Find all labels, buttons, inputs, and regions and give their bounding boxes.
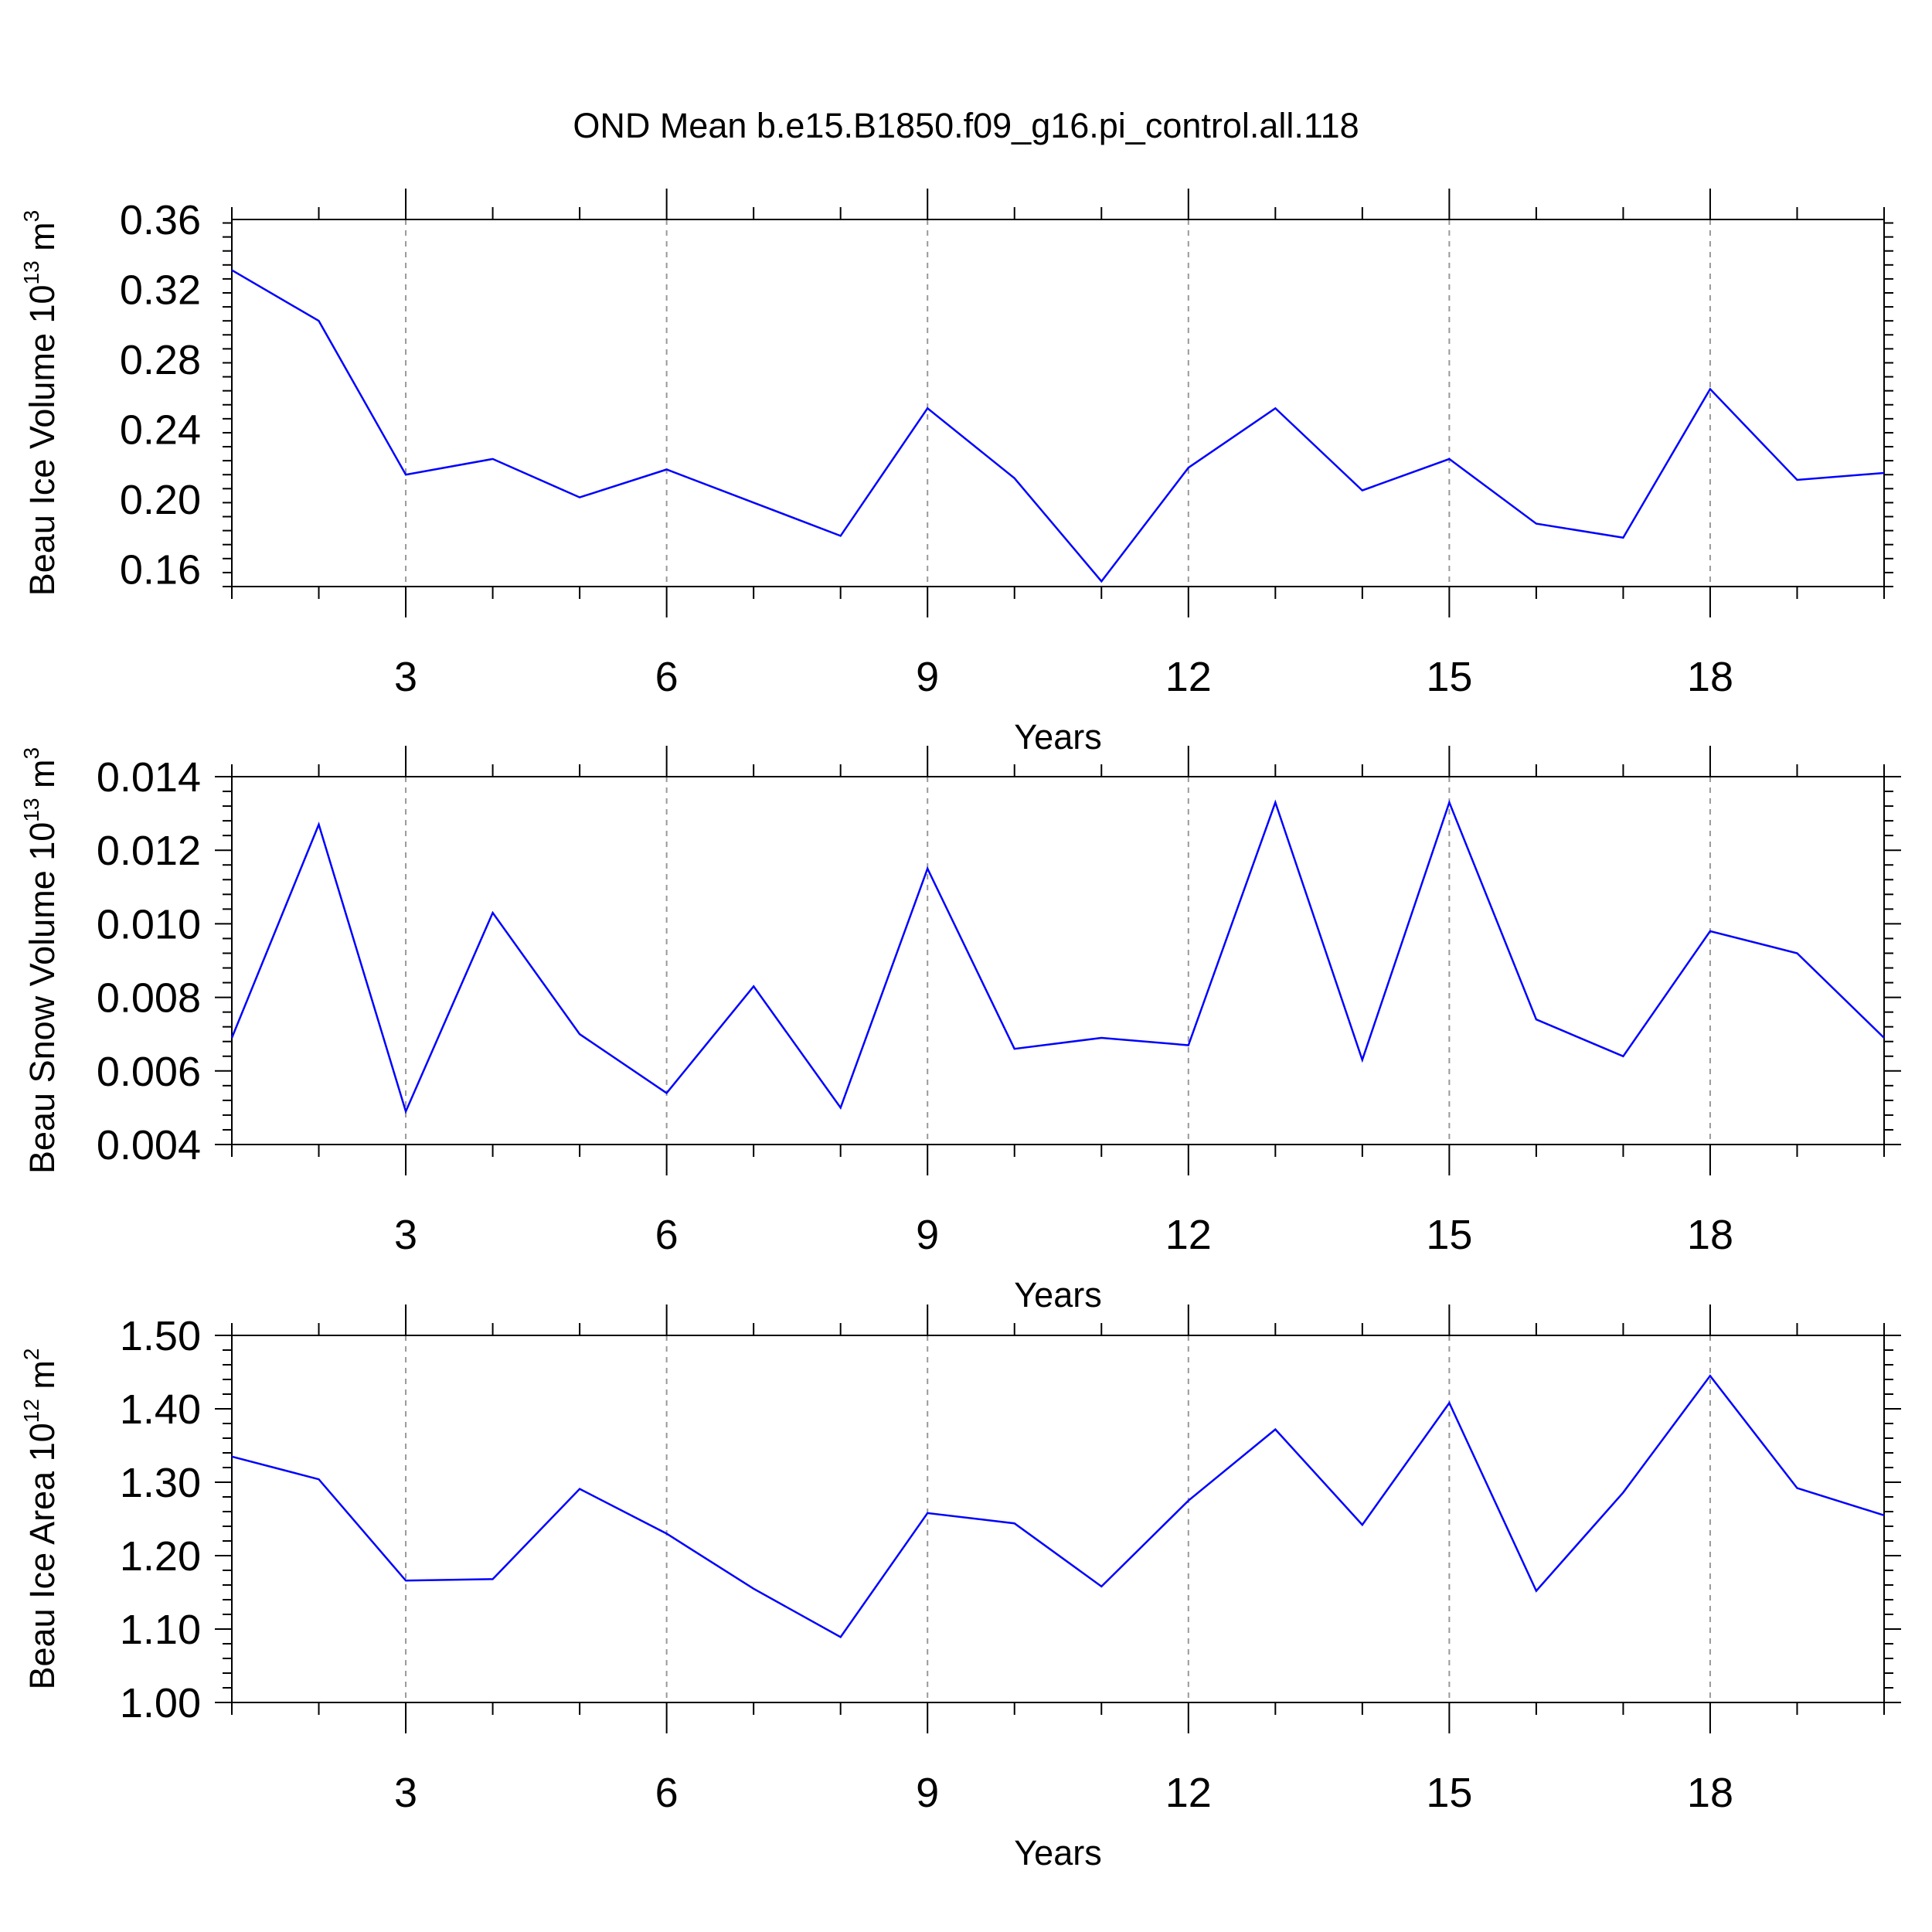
y-tick-label: 0.012: [97, 828, 201, 874]
y-tick-label: 0.004: [97, 1122, 201, 1168]
series-line: [230, 799, 1885, 1114]
y-tick-label: 0.006: [97, 1049, 201, 1095]
x-tick-label: 12: [1165, 654, 1212, 700]
y-tick-label: 0.20: [120, 477, 201, 523]
x-tick-label: 3: [394, 1770, 417, 1816]
y-tick-label: 0.24: [120, 406, 201, 453]
y-tick-label: 1.10: [120, 1607, 201, 1653]
x-tick-label: 3: [394, 654, 417, 700]
y-tick-label: 0.014: [97, 754, 201, 801]
x-tick-label: 6: [655, 1770, 679, 1816]
x-tick-label: 6: [655, 1212, 679, 1258]
x-axis-label: Years: [1014, 1833, 1101, 1872]
y-tick-label: 0.16: [120, 546, 201, 593]
y-tick-label: 1.20: [120, 1533, 201, 1580]
x-tick-label: 9: [916, 1212, 939, 1258]
x-tick-label: 15: [1426, 1770, 1472, 1816]
plot-frame: [231, 219, 1885, 587]
y-axis-label: Beau Snow Volume 1013 m3: [19, 747, 62, 1174]
plot-frame: [231, 1335, 1885, 1703]
panel-1: 3 6 9 12 15 18 Years 0.16 0.20 0.24 0.28 0.32 0.36 Be…: [19, 189, 1893, 757]
x-tick-label: 9: [916, 1770, 939, 1816]
x-tick-label: 12: [1165, 1212, 1212, 1258]
y-tick-label: 0.010: [97, 901, 201, 947]
y-tick-label: 0.32: [120, 267, 201, 313]
x-tick-label: 18: [1687, 1770, 1733, 1816]
y-tick-label: 0.28: [120, 337, 201, 383]
x-tick-label: 6: [655, 654, 679, 700]
x-tick-label: 18: [1687, 654, 1733, 700]
panel-2: 3 6 9 12 15 18 Years 0.004 0.006 0.008 0.010 0.012 0…: [19, 746, 1901, 1315]
x-axis-label: Years: [1014, 1275, 1101, 1315]
plot-frame: [231, 776, 1885, 1145]
y-tick-label: 1.40: [120, 1386, 201, 1433]
x-tick-label: 9: [916, 654, 939, 700]
x-tick-label: 15: [1426, 654, 1472, 700]
series-line: [231, 1374, 1885, 1639]
y-axis-label: Beau Ice Area 1012 m2: [19, 1349, 62, 1690]
y-tick-label: 1.00: [120, 1680, 201, 1726]
y-tick-label: 1.50: [120, 1313, 201, 1359]
x-tick-label: 15: [1426, 1212, 1472, 1258]
x-tick-label: 12: [1165, 1770, 1212, 1816]
panel-3: 3 6 9 12 15 18 Years 1.00 1.10 1.20 1.30 1.40 1.50 Be…: [19, 1304, 1901, 1872]
y-tick-label: 0.36: [120, 197, 201, 243]
y-axis-label: Beau Ice Volume 1013 m3: [19, 210, 62, 597]
x-tick-label: 18: [1687, 1212, 1733, 1258]
y-tick-label: 0.008: [97, 975, 201, 1022]
x-axis-label: Years: [1014, 717, 1101, 757]
series-line: [231, 269, 1885, 583]
chart-title: OND Mean b.e15.B1850.f09_g16.pi_control.…: [573, 106, 1359, 145]
chart-panels: 3 6 9 12 15 18 Years 0.16 0.20 0.24 0.28 0.32 0.36 Be…: [19, 189, 1901, 1872]
y-tick-label: 1.30: [120, 1460, 201, 1506]
x-tick-label: 3: [394, 1212, 417, 1258]
